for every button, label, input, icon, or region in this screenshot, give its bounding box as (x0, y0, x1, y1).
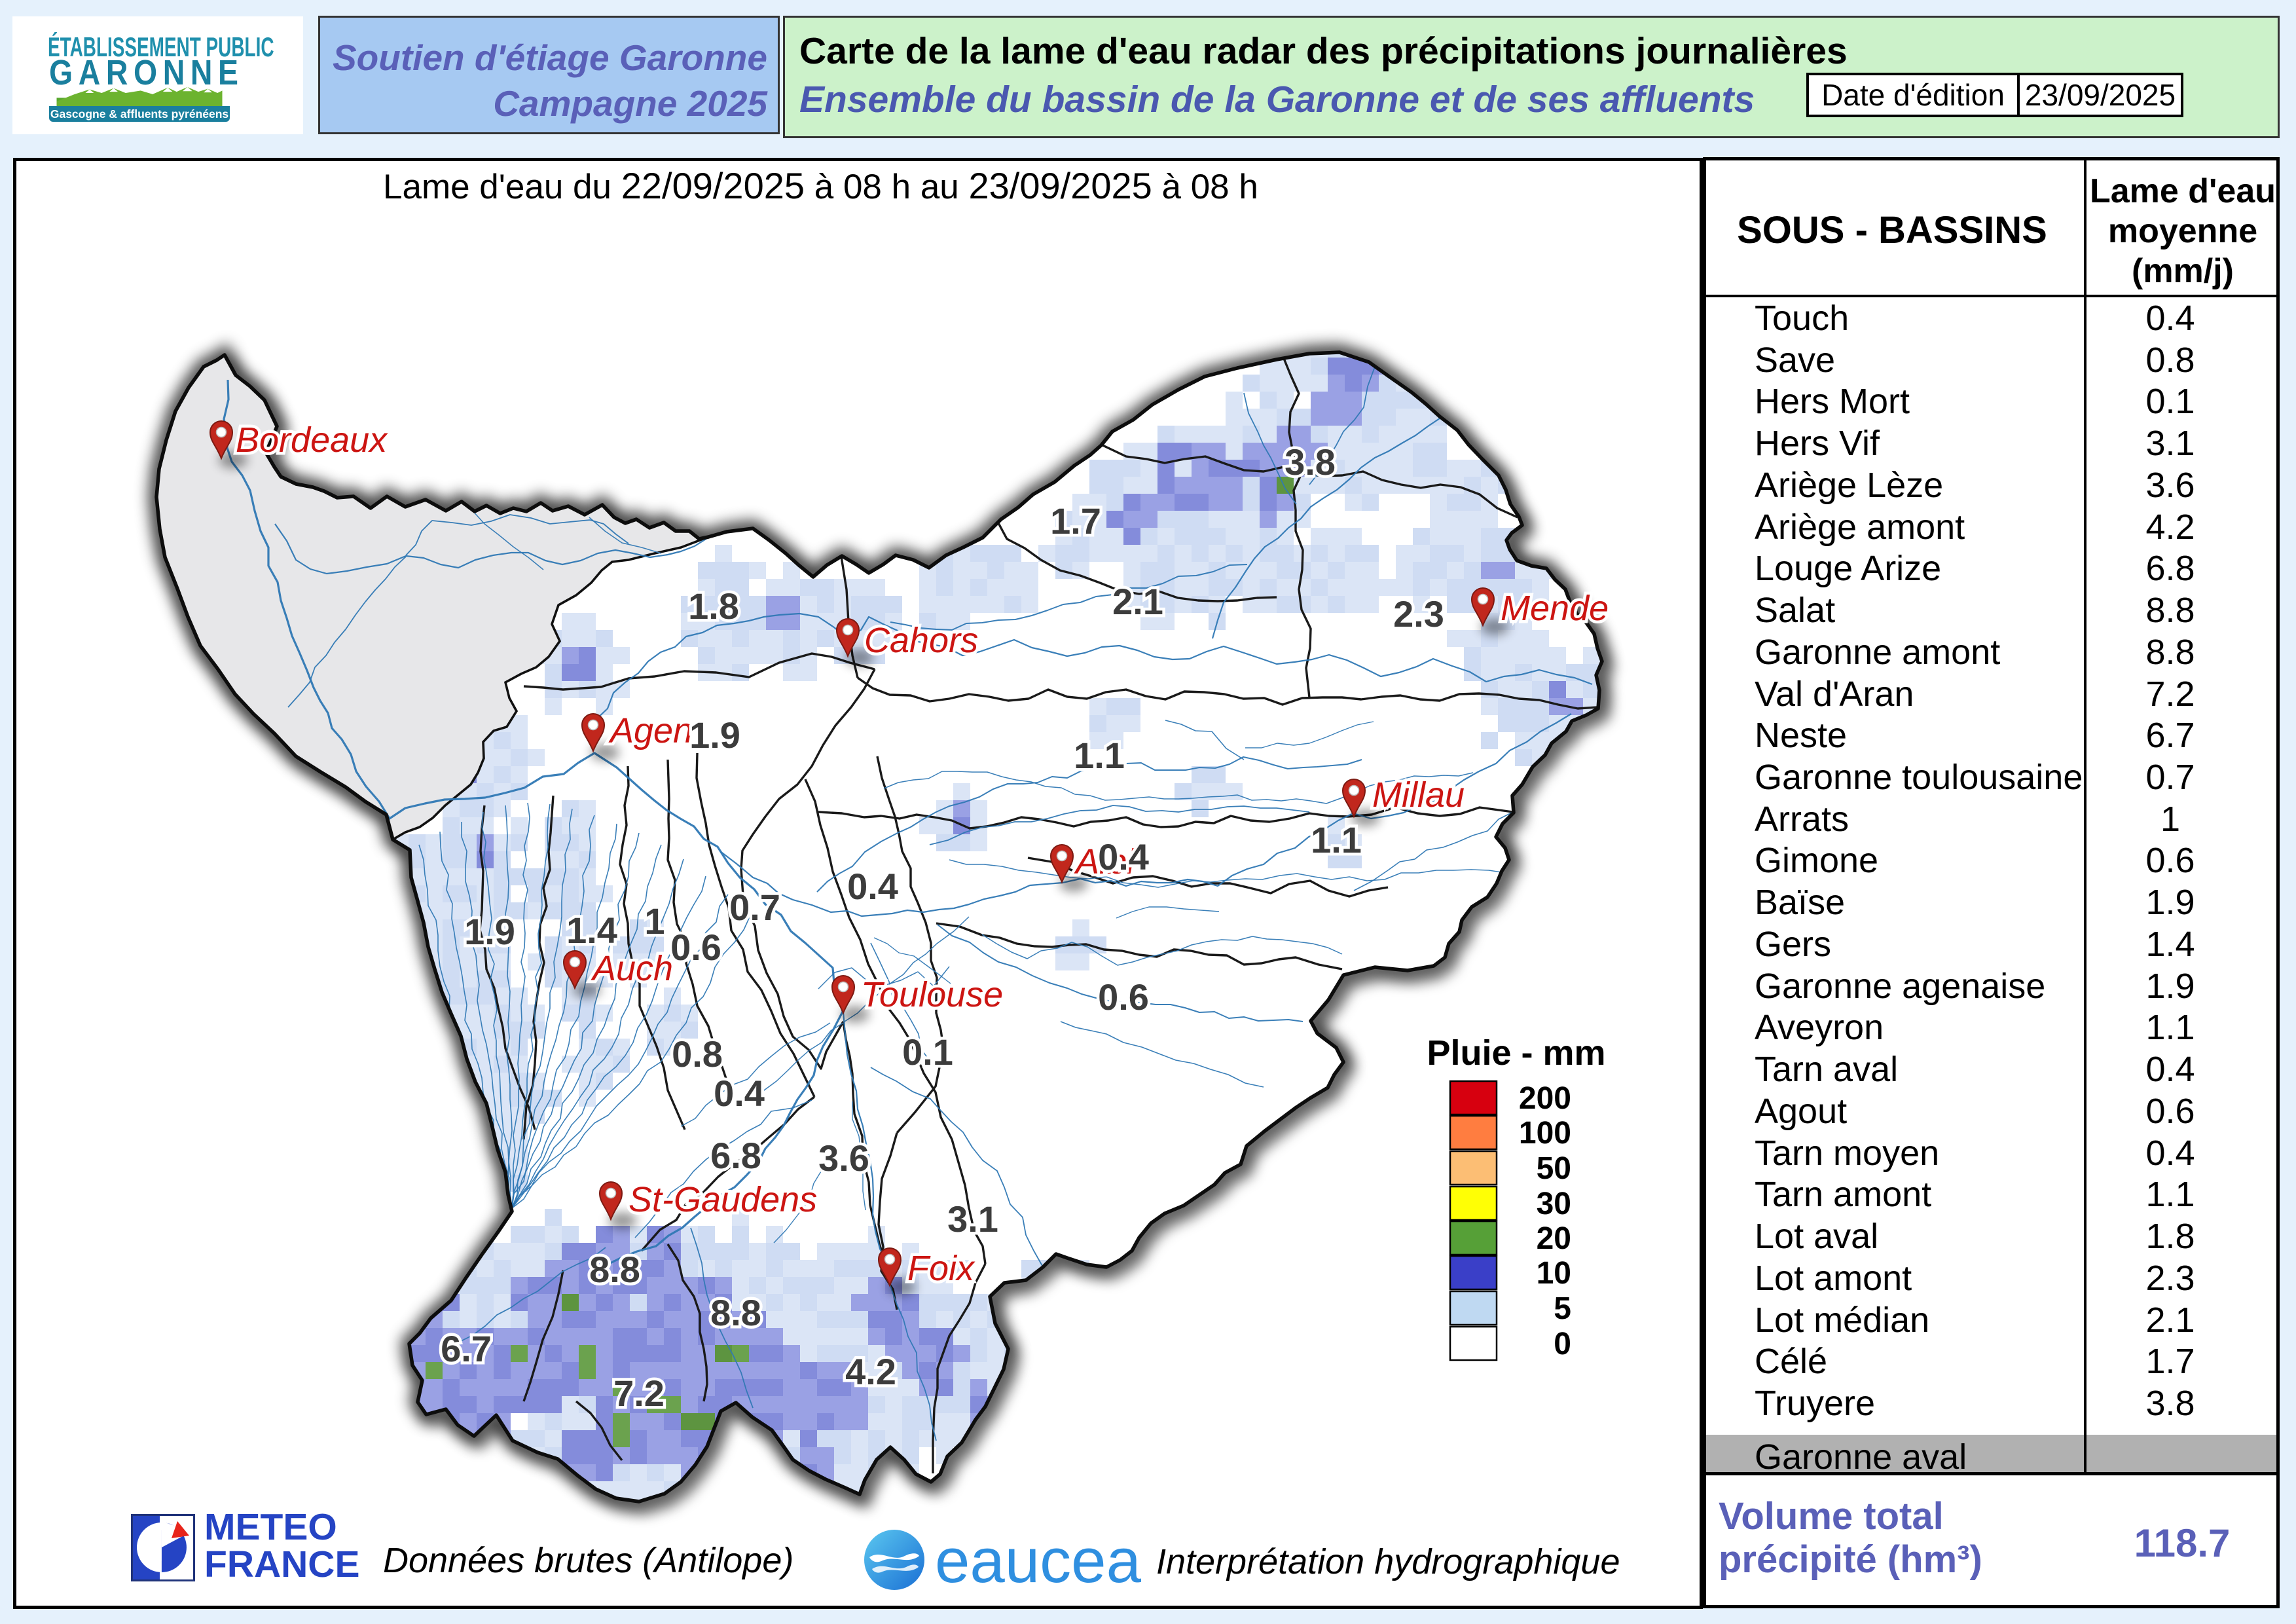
svg-text:0.6: 0.6 (1098, 976, 1149, 1018)
svg-text:2.3: 2.3 (1393, 593, 1444, 635)
svg-text:7.2: 7.2 (613, 1373, 665, 1414)
svg-text:Albi: Albi (1074, 842, 1136, 881)
svg-text:1.8: 1.8 (688, 585, 739, 627)
svg-text:Toulouse: Toulouse (861, 975, 1003, 1014)
svg-text:0.4: 0.4 (847, 866, 898, 907)
svg-text:Agen: Agen (608, 711, 693, 750)
svg-text:St-Gaudens: St-Gaudens (629, 1180, 817, 1219)
svg-text:1.9: 1.9 (464, 911, 515, 952)
svg-text:5: 5 (1554, 1291, 1571, 1326)
svg-text:Foix: Foix (907, 1249, 975, 1288)
svg-text:1.1: 1.1 (1074, 735, 1125, 776)
svg-text:Millau: Millau (1372, 775, 1465, 815)
svg-text:2.1: 2.1 (1112, 581, 1163, 622)
svg-text:1.7: 1.7 (1050, 500, 1101, 542)
svg-text:Auch: Auch (591, 949, 673, 988)
svg-text:Pluie - mm: Pluie - mm (1427, 1033, 1605, 1073)
svg-text:3.6: 3.6 (818, 1137, 869, 1179)
svg-text:4.2: 4.2 (845, 1351, 896, 1392)
svg-text:8.8: 8.8 (589, 1249, 640, 1290)
svg-text:eaucea: eaucea (935, 1526, 1142, 1596)
svg-text:6.7: 6.7 (441, 1328, 492, 1369)
svg-text:Bordeaux: Bordeaux (236, 420, 388, 460)
svg-text:0.4: 0.4 (1098, 836, 1149, 877)
svg-text:1.4: 1.4 (566, 910, 617, 951)
svg-text:8.8: 8.8 (710, 1292, 761, 1333)
svg-text:3.8: 3.8 (1285, 441, 1336, 483)
svg-text:0.1: 0.1 (902, 1031, 953, 1073)
svg-text:1.1: 1.1 (1311, 819, 1362, 860)
svg-text:6.8: 6.8 (710, 1135, 761, 1176)
svg-text:20: 20 (1537, 1221, 1571, 1256)
svg-text:50: 50 (1537, 1151, 1571, 1186)
svg-text:0.8: 0.8 (672, 1033, 723, 1075)
svg-text:0.6: 0.6 (670, 927, 721, 968)
svg-text:0.4: 0.4 (714, 1073, 765, 1114)
svg-text:Mende: Mende (1501, 589, 1609, 628)
svg-text:Cahors: Cahors (864, 621, 978, 660)
svg-text:30: 30 (1537, 1187, 1571, 1221)
svg-text:10: 10 (1537, 1256, 1571, 1291)
svg-text:0: 0 (1554, 1327, 1571, 1361)
svg-text:200: 200 (1519, 1081, 1571, 1116)
svg-text:100: 100 (1519, 1116, 1571, 1151)
svg-text:3.1: 3.1 (947, 1198, 998, 1240)
svg-text:Lame d'eau du 22/09/2025 à 08: Lame d'eau du 22/09/2025 à 08 h au 23/09… (383, 165, 1258, 206)
svg-text:1: 1 (644, 900, 665, 942)
svg-text:0.7: 0.7 (729, 887, 780, 928)
svg-text:1.9: 1.9 (689, 714, 740, 756)
